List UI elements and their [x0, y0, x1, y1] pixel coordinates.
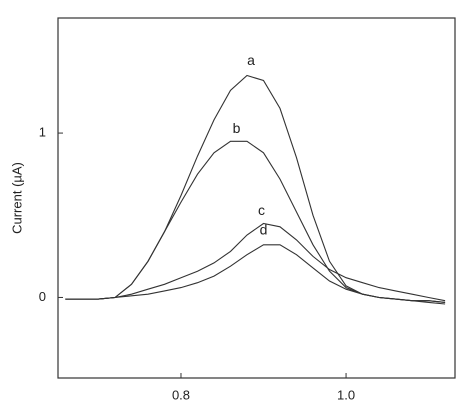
series-label: c — [258, 202, 265, 218]
line-series — [65, 74, 446, 303]
line-series — [65, 244, 446, 305]
line-series — [65, 140, 446, 303]
series-label: d — [260, 222, 268, 238]
y-tick-label: 0 — [39, 289, 46, 304]
series-label: a — [247, 52, 255, 68]
plot-frame — [57, 17, 456, 379]
y-tick-label: 1 — [39, 125, 46, 140]
line-series — [65, 222, 446, 302]
x-tick-label: 0.8 — [172, 387, 190, 402]
x-tick-label: 1.0 — [337, 387, 355, 402]
series-label: b — [233, 120, 241, 136]
y-axis-label: Current (µA) — [9, 162, 24, 234]
